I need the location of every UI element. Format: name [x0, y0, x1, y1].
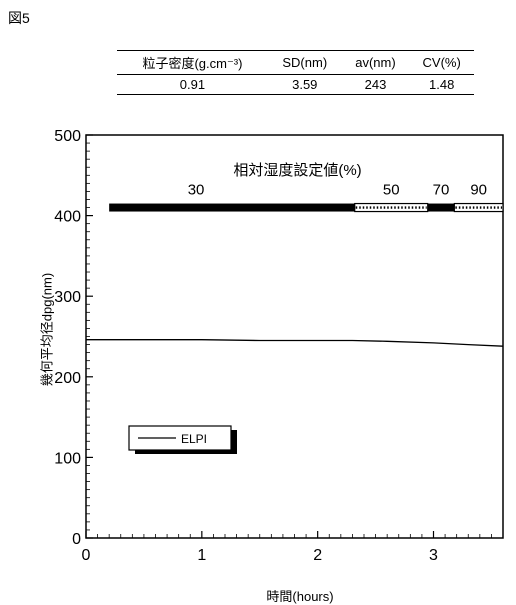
stats-value-cv: 1.48: [409, 74, 474, 95]
stats-value-sd: 3.59: [267, 74, 342, 95]
x-tick-label: 2: [313, 547, 322, 564]
y-tick-label: 400: [54, 209, 81, 226]
humidity-segment-solid: [427, 203, 455, 212]
stats-header-density: 粒子密度(g.cm⁻³): [117, 50, 268, 75]
x-tick-label: 3: [429, 547, 438, 564]
y-axis-label: 幾何平均径dpg(nm): [39, 272, 55, 387]
stats-header-cv: CV(%): [409, 50, 474, 75]
stats-value-density: 0.91: [117, 74, 268, 95]
y-tick-label: 500: [54, 128, 81, 145]
humidity-label-30: 30: [188, 182, 205, 199]
humidity-label-70: 70: [433, 182, 450, 199]
stats-table: 粒子密度(g.cm⁻³) SD(nm) av(nm) CV(%) 0.91 3.…: [117, 50, 474, 95]
stats-header-av: av(nm): [341, 50, 410, 75]
stats-value-av: 243: [341, 74, 410, 95]
series-line-elpi: [86, 339, 504, 347]
legend-label-elpi: ELPI: [181, 432, 207, 446]
y-tick-label: 200: [54, 370, 81, 387]
humidity-segment-dotted: [453, 202, 504, 213]
humidity-title: 相対湿度設定値(%): [233, 162, 361, 179]
humidity-label-50: 50: [383, 182, 400, 199]
stats-header-sd: SD(nm): [267, 50, 342, 75]
y-tick-label: 100: [54, 450, 81, 467]
humidity-label-90: 90: [470, 182, 487, 199]
x-axis-label: 時間(hours): [266, 589, 334, 604]
x-tick-label: 1: [197, 547, 206, 564]
humidity-segment-solid: [109, 203, 355, 212]
y-tick-label: 300: [54, 289, 81, 306]
y-tick-label: 0: [72, 531, 81, 548]
figure-label: 図5: [8, 10, 30, 26]
x-tick-label: 0: [82, 547, 91, 564]
